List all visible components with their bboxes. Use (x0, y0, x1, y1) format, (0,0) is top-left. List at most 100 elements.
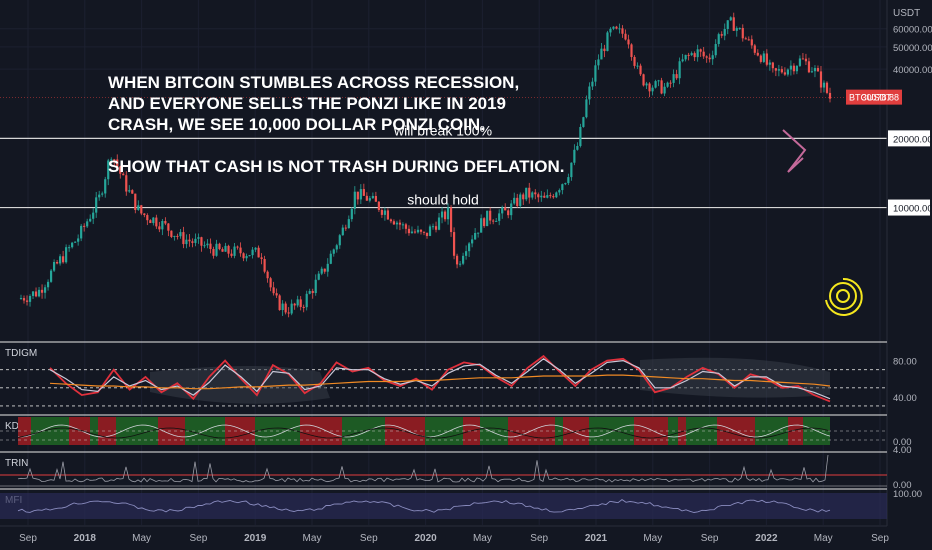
candle-body (657, 80, 660, 82)
candle-body (131, 190, 134, 194)
candle-body (125, 175, 128, 192)
candle-body (302, 306, 305, 308)
time-tick-label: May (132, 533, 151, 544)
target-circle-inner[interactable] (836, 289, 850, 303)
candle-body (386, 210, 390, 220)
time-tick-label: May (303, 533, 322, 544)
candle-body (534, 192, 537, 195)
candle-body (122, 173, 125, 176)
candle-body (486, 210, 489, 227)
time-axis-bg (0, 526, 932, 550)
candle-body (230, 253, 233, 256)
candle-body (708, 57, 711, 60)
candle-body (570, 162, 573, 178)
kdj-block (755, 417, 788, 445)
candle-body (717, 34, 720, 45)
candle-body (675, 74, 678, 79)
candle-body (353, 191, 356, 209)
candle-body (164, 220, 167, 224)
candle-body (492, 220, 495, 222)
drawings[interactable] (782, 129, 863, 316)
candle-body (690, 53, 693, 56)
candle-body (68, 247, 71, 249)
candle-body (645, 83, 648, 86)
candle-body (329, 253, 332, 264)
candle-body (498, 213, 501, 221)
kdj-block (788, 417, 803, 445)
candle-body (591, 81, 594, 87)
time-tick-label: Sep (701, 533, 719, 544)
candle-body (134, 193, 137, 210)
last-price-label: 30078.88 (861, 93, 899, 103)
candle-body (179, 232, 182, 237)
candle-body (540, 195, 543, 198)
indicator-tick-label: 4.00 (893, 445, 912, 456)
candle-body (756, 52, 759, 56)
candle-body (383, 210, 387, 215)
candle-body (170, 230, 173, 237)
target-spiral[interactable] (825, 277, 863, 316)
candle-body (422, 231, 426, 233)
candle-body (221, 249, 224, 252)
candle-body (455, 255, 459, 265)
candle-body (19, 298, 23, 300)
kdj-block (98, 417, 116, 445)
candle-body (143, 213, 146, 216)
candle-body (299, 299, 302, 307)
candle-body (116, 159, 119, 167)
candle-body (40, 289, 44, 293)
candle-body (765, 53, 768, 65)
candle-body (46, 281, 50, 288)
candle-body (666, 82, 669, 87)
candle-body (341, 227, 344, 236)
candle-body (269, 278, 272, 288)
candle-body (158, 226, 161, 230)
candle-body (305, 293, 308, 308)
candle-body (597, 59, 600, 66)
indicator-name: KDJ (5, 421, 24, 432)
candle-body (705, 56, 708, 58)
candle-body (224, 245, 227, 252)
mfi-series (17, 499, 831, 513)
candle-body (404, 224, 408, 229)
time-tick-label: Sep (530, 533, 548, 544)
candle-body (588, 86, 591, 100)
candle-body (528, 187, 531, 198)
candle-body (49, 270, 53, 282)
time-tick-label: 2021 (585, 533, 608, 544)
time-tick-label: Sep (360, 533, 378, 544)
candle-body (576, 145, 579, 150)
annotation-line: SHOW THAT CASH IS NOT TRASH DURING DEFLA… (108, 157, 564, 176)
candle-body (768, 62, 771, 65)
candle-body (260, 257, 263, 260)
candle-body (350, 208, 353, 220)
indicator-tick-label: 80.00 (893, 357, 917, 368)
time-tick-label: Sep (19, 533, 37, 544)
candle-body (699, 49, 702, 52)
candle-body (471, 239, 474, 244)
candle-body (807, 61, 811, 73)
candle-body (585, 99, 588, 118)
horizontal-levels[interactable]: will break 100% should hold (0, 97, 887, 209)
price-tick-label: 20000.00 (893, 134, 932, 145)
candle-body (648, 83, 651, 92)
candle-body (182, 232, 185, 245)
pattern-drawing[interactable] (782, 129, 807, 173)
candles (19, 12, 832, 318)
last-price-box (846, 89, 902, 105)
candle-body (80, 225, 83, 239)
candle-body (723, 29, 726, 36)
candle-body (34, 291, 38, 297)
candle-body (320, 268, 323, 274)
candle-body (83, 225, 86, 227)
candle-body (549, 195, 552, 197)
candle-body (461, 255, 465, 264)
target-circle-middle[interactable] (829, 282, 857, 310)
candle-body (468, 243, 471, 252)
trin-series (17, 454, 829, 483)
candle-body (107, 160, 110, 180)
last-price-marker: BTCUSDT 30078.88 (846, 89, 902, 105)
candle-body (227, 245, 230, 254)
candle-body (347, 219, 350, 229)
